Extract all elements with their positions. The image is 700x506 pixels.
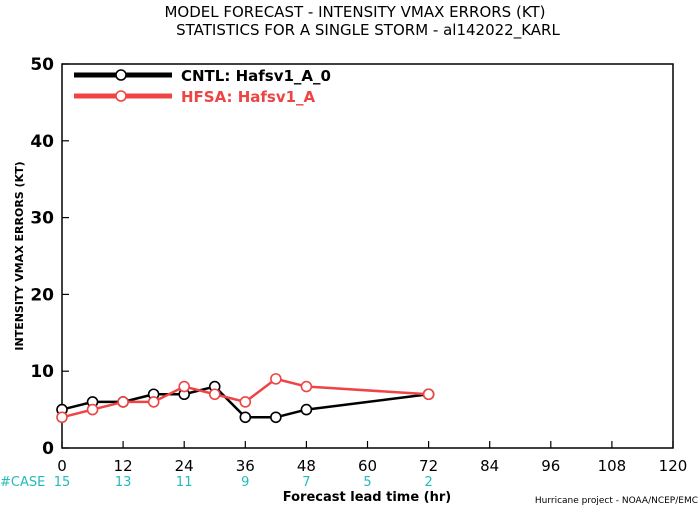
x-tick-label: 48	[297, 457, 316, 475]
x-axis-label: Forecast lead time (hr)	[283, 490, 451, 505]
case-count: 15	[54, 475, 71, 490]
series-1-point	[178, 380, 190, 393]
y-tick-label: 0	[42, 439, 54, 459]
x-tick-label: 24	[175, 457, 194, 475]
x-tick-label: 60	[358, 457, 377, 475]
legend-label-hfsa: HFSA: Hafsv1_A	[181, 88, 316, 106]
credit-text: Hurricane project - NOAA/NCEP/EMC	[535, 496, 698, 506]
case-count: 13	[115, 475, 132, 490]
y-tick-label: 50	[30, 55, 54, 75]
chart-title: MODEL FORECAST - INTENSITY VMAX ERRORS (…	[164, 3, 545, 21]
x-tick-label: 108	[598, 457, 627, 475]
series-0-point	[270, 411, 282, 424]
case-count: 11	[176, 475, 193, 490]
x-tick-label: 84	[480, 457, 499, 475]
series-0-point	[239, 411, 252, 424]
case-counts: 15 13 11 9 7 5 2	[54, 475, 433, 490]
case-label: #CASE	[0, 475, 45, 490]
legend-marker-cntl	[115, 69, 127, 81]
series-1-point	[86, 403, 99, 416]
case-count: 5	[363, 475, 371, 490]
y-tick-label: 40	[30, 132, 54, 152]
case-count: 7	[302, 475, 310, 490]
case-count: 9	[241, 475, 249, 490]
legend: CNTL: Hafsv1_A_0 HFSA: Hafsv1_A	[74, 67, 331, 106]
x-tick-label: 0	[57, 457, 67, 475]
x-tick-label: 12	[114, 457, 133, 475]
y-tick-label: 20	[30, 285, 54, 305]
series-0-point	[300, 403, 313, 416]
series-line-1	[61, 377, 429, 419]
y-tick-label: 30	[30, 209, 54, 229]
axis-ticks: 0 12 24 36 48 60 72 84 96 108 120 0 10 20 30 40 50	[30, 55, 687, 475]
legend-marker-hfsa	[115, 90, 127, 102]
case-count: 2	[424, 475, 432, 490]
series-1-point	[117, 396, 129, 408]
y-axis-label: INTENSITY VMAX ERRORS (KT)	[13, 161, 26, 350]
series-layer	[56, 373, 435, 424]
series-1-point	[300, 380, 313, 393]
series-1-point	[422, 388, 435, 401]
x-tick-label: 96	[541, 457, 560, 475]
legend-label-cntl: CNTL: Hafsv1_A_0	[181, 67, 331, 85]
series-1-point	[208, 388, 221, 401]
x-tick-label: 72	[419, 457, 438, 475]
chart-subtitle: STATISTICS FOR A SINGLE STORM - al142022…	[176, 21, 560, 40]
series-1-point	[147, 396, 160, 408]
series-1-point	[239, 396, 252, 408]
x-tick-label: 120	[659, 457, 688, 475]
x-tick-label: 36	[236, 457, 255, 475]
series-1-point	[270, 373, 282, 385]
y-tick-label: 10	[30, 362, 54, 382]
series-1-point	[56, 411, 68, 424]
